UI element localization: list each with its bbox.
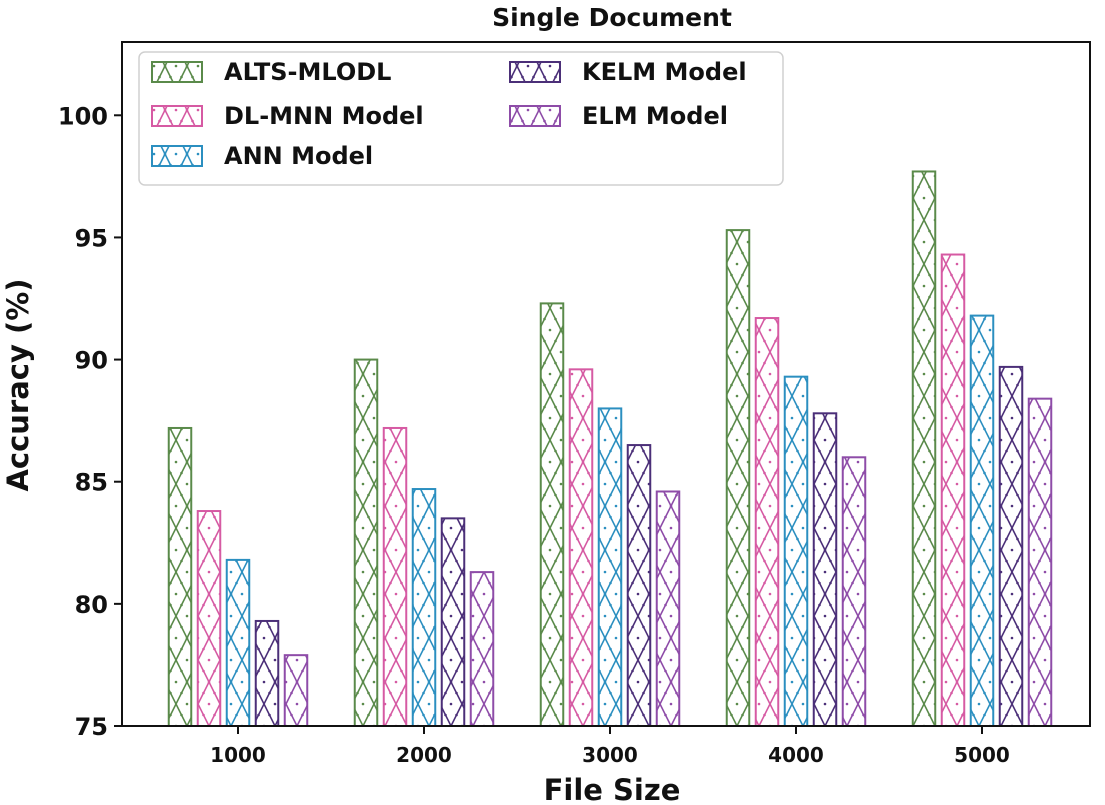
y-tick-label: 75 [75,713,108,741]
chart-title: Single Document [492,3,732,32]
bar-kelm-model-3000 [626,444,652,727]
x-tick-label: 4000 [768,743,824,767]
y-axis-label: Accuracy (%) [1,278,35,491]
bar-ann-model-4000 [783,375,809,727]
x-tick-label: 3000 [582,743,638,767]
legend-swatch-kelm-model [509,61,561,83]
bar-alts-mlodl-3000 [539,302,565,727]
y-tick-label: 90 [75,347,108,375]
bar-alts-mlodl-1000 [167,426,193,727]
legend-label-alts-mlodl: ALTS-MLODL [224,58,391,86]
bar-kelm-model-5000 [998,365,1024,727]
bar-dl-mnn-model-4000 [754,317,780,727]
bar-dl-mnn-model-3000 [568,368,594,727]
bar-elm-model-5000 [1027,397,1053,727]
plot-area-frame [121,41,1091,727]
bar-ann-model-2000 [411,488,437,728]
bar-elm-model-1000 [283,654,309,727]
legend-swatch-dl-mnn-model [151,105,203,127]
x-tick-label: 2000 [396,743,452,767]
bar-alts-mlodl-2000 [353,358,379,727]
bar-dl-mnn-model-5000 [940,253,966,727]
bar-elm-model-3000 [655,490,681,727]
legend-label-ann-model: ANN Model [224,142,373,170]
x-axis-label: File Size [544,773,681,805]
bar-kelm-model-4000 [812,412,838,727]
bars-layer [167,170,1053,728]
x-tick-label: 1000 [210,743,266,767]
bar-alts-mlodl-5000 [911,170,937,728]
bar-ann-model-1000 [225,558,251,728]
bar-alts-mlodl-4000 [725,229,751,727]
x-tick-label: 5000 [954,743,1010,767]
legend-box [138,51,784,186]
bar-ann-model-5000 [969,314,995,727]
legend-swatch-elm-model [509,105,561,127]
ticks-layer: 1000 2000 3000 4000 5000 75 80 85 90 95 100 [58,102,1010,767]
bar-elm-model-4000 [841,456,867,727]
legend-swatch-alts-mlodl [151,61,203,83]
bar-dl-mnn-model-1000 [196,510,222,727]
legend-label-dl-mnn-model: DL-MNN Model [224,102,424,130]
y-tick-label: 95 [75,224,108,252]
y-tick-label: 80 [75,591,108,619]
legend-swatch-ann-model [151,145,203,167]
y-tick-label: 100 [58,102,108,130]
bar-kelm-model-2000 [440,517,466,727]
legend-label-elm-model: ELM Model [582,102,728,130]
legend-label-kelm-model: KELM Model [582,58,747,86]
bar-dl-mnn-model-2000 [382,426,408,727]
bar-kelm-model-1000 [254,619,280,728]
bar-ann-model-3000 [597,407,623,727]
legend: ALTS-MLODL DL-MNN Model ANN Model KELM Mode… [138,51,784,186]
bar-elm-model-2000 [469,571,495,727]
y-tick-label: 85 [75,469,108,497]
